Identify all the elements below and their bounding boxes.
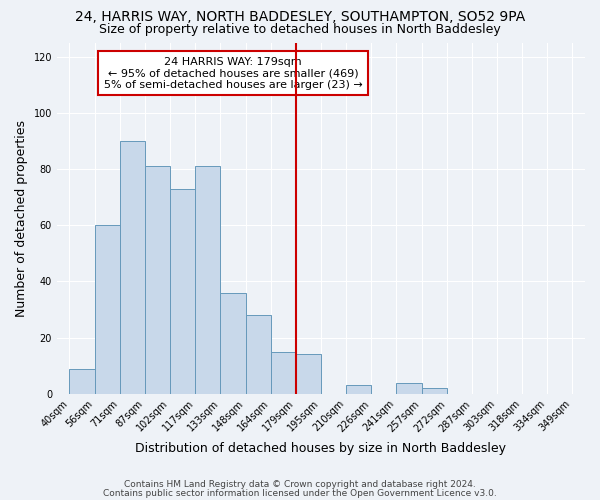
Bar (95, 225, 120, 394)
Bar (70, 368, 95, 394)
Text: 24 HARRIS WAY: 179sqm
← 95% of detached houses are smaller (469)
5% of semi-deta: 24 HARRIS WAY: 179sqm ← 95% of detached … (104, 56, 362, 90)
Bar (170, 188, 195, 394)
Bar (145, 166, 170, 394)
Text: Size of property relative to detached houses in North Baddesley: Size of property relative to detached ho… (99, 22, 501, 36)
Text: Contains HM Land Registry data © Crown copyright and database right 2024.: Contains HM Land Registry data © Crown c… (124, 480, 476, 489)
Text: Contains public sector information licensed under the Open Government Licence v3: Contains public sector information licen… (103, 488, 497, 498)
X-axis label: Distribution of detached houses by size in North Baddesley: Distribution of detached houses by size … (136, 442, 506, 455)
Bar (422, 388, 446, 394)
Text: 24, HARRIS WAY, NORTH BADDESLEY, SOUTHAMPTON, SO52 9PA: 24, HARRIS WAY, NORTH BADDESLEY, SOUTHAM… (75, 10, 525, 24)
Y-axis label: Number of detached properties: Number of detached properties (15, 120, 28, 316)
Bar (120, 141, 145, 394)
Bar (296, 354, 321, 394)
Bar (397, 382, 422, 394)
Bar (346, 386, 371, 394)
Bar (245, 315, 271, 394)
Bar (220, 292, 245, 394)
Bar (271, 352, 296, 394)
Bar (195, 166, 220, 394)
